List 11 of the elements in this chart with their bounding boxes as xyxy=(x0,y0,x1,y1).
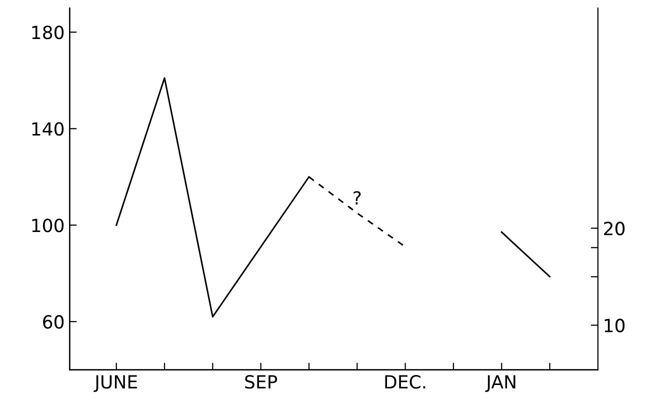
y2-tick-label: 10 xyxy=(604,318,625,332)
x-tick-label: DEC. xyxy=(385,375,426,389)
y2-tick-label: 20 xyxy=(604,222,625,236)
y-tick-label: 140 xyxy=(32,122,64,136)
y-tick-label: 100 xyxy=(32,218,64,232)
x-tick-label: JAN xyxy=(485,375,516,392)
annotation: ? xyxy=(354,191,361,204)
x-tick-label: JUNE xyxy=(94,375,137,392)
x-tick-label: SEP xyxy=(245,375,278,389)
y-tick-label: 180 xyxy=(32,26,64,40)
y-tick-label: 60 xyxy=(43,315,64,329)
